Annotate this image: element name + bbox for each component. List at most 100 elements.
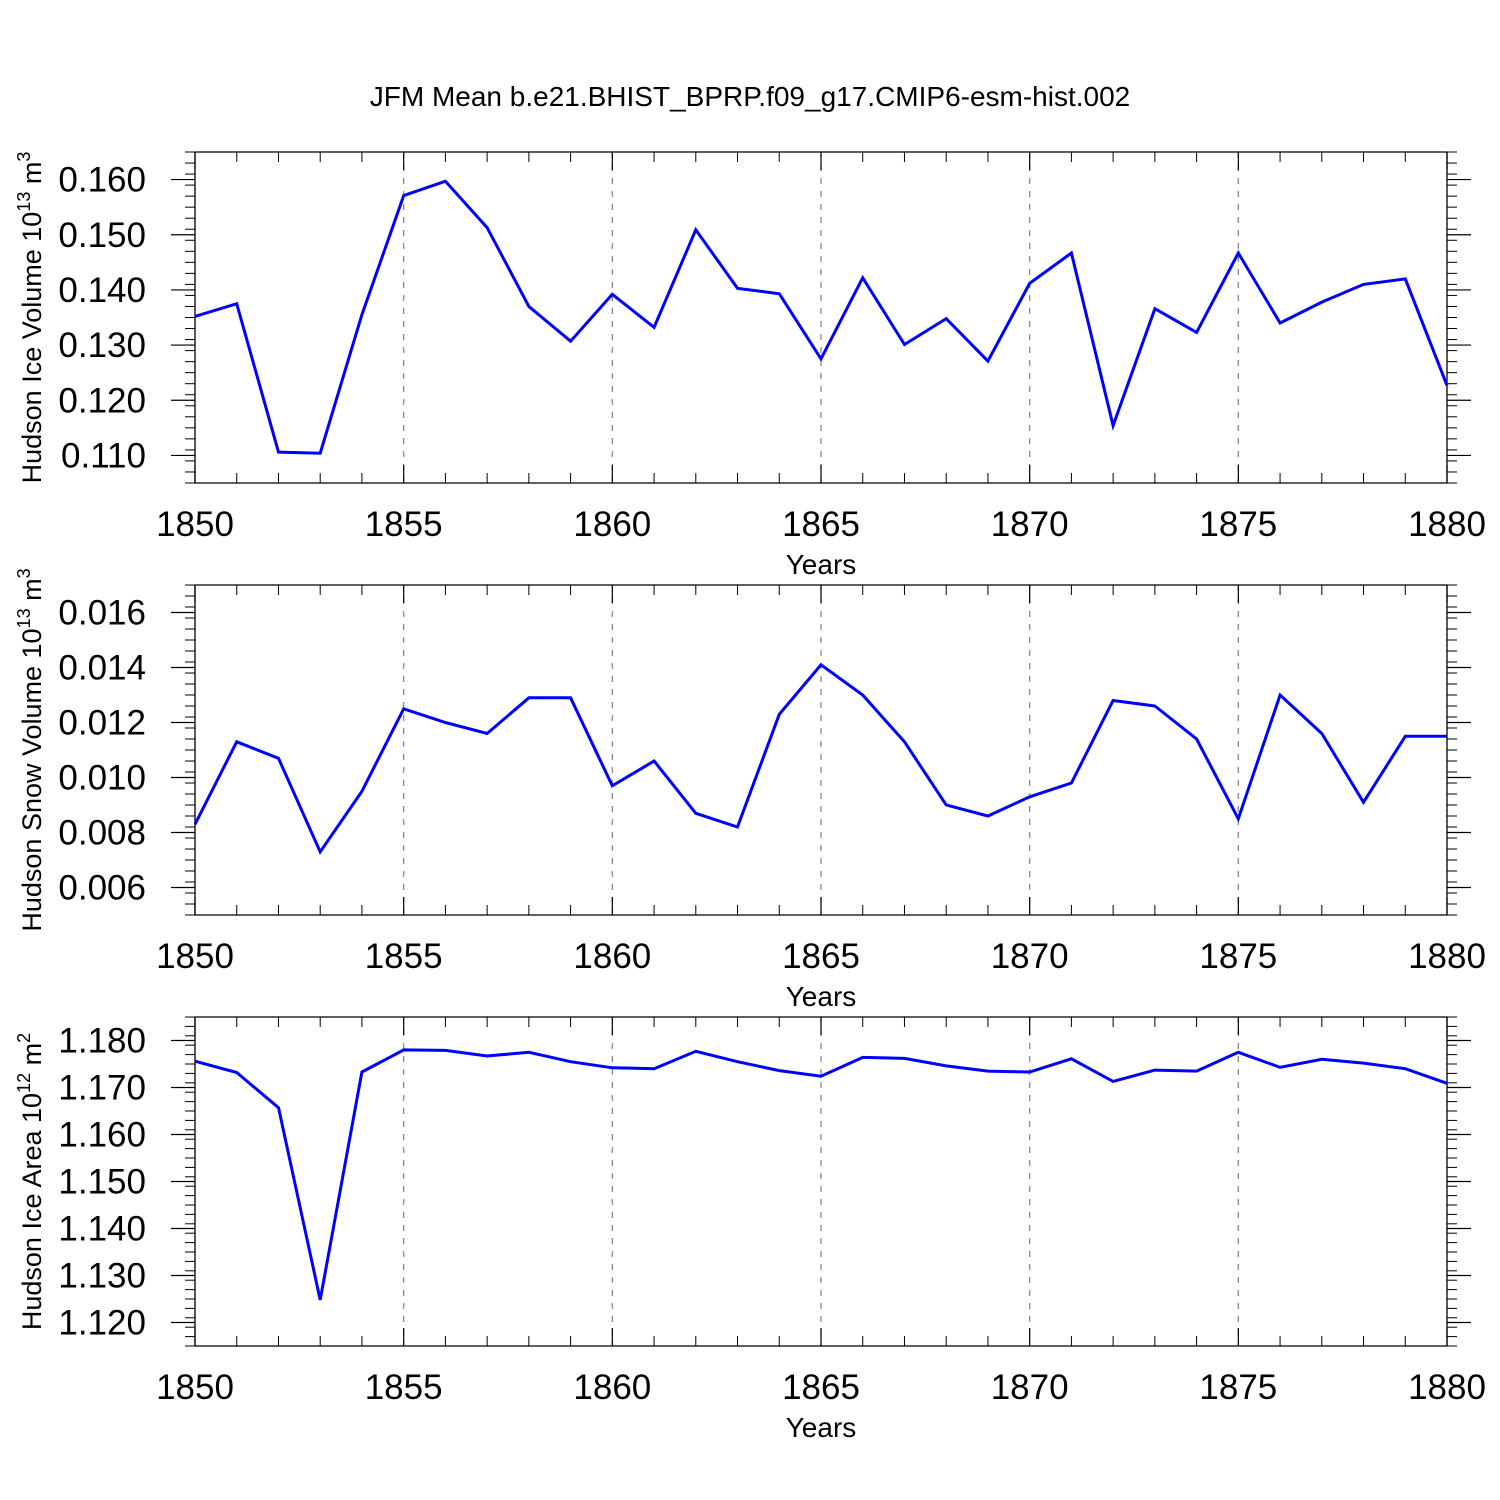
data-point [736, 825, 740, 829]
y-tick-label: 0.130 [58, 326, 146, 365]
x-tick-label: 1875 [1199, 1368, 1277, 1407]
x-tick-label: 1880 [1408, 505, 1486, 544]
y-tick-label: 1.180 [58, 1022, 146, 1061]
data-point [1195, 330, 1199, 334]
data-point [1403, 1067, 1407, 1071]
data-point [652, 325, 656, 329]
data-point [1320, 1057, 1324, 1061]
data-point [276, 1106, 280, 1110]
data-point [610, 1066, 614, 1070]
x-tick-label: 1860 [573, 937, 651, 976]
data-point [694, 811, 698, 815]
x-tick-label: 1880 [1408, 1368, 1486, 1407]
data-point [1153, 1068, 1157, 1072]
data-point [1278, 693, 1282, 697]
data-point [819, 1074, 823, 1078]
data-point [276, 450, 280, 454]
x-tick-label: 1880 [1408, 937, 1486, 976]
data-point [986, 359, 990, 363]
chart-panels: 1850 1855 1860 1865 1870 1875 1880 0.110 0.120 0.… [14, 151, 1486, 1443]
data-point [1320, 732, 1324, 736]
y-axis-label: Hudson Ice Area 1012 m2 [14, 1033, 47, 1330]
data-point [1278, 321, 1282, 325]
data-point [485, 226, 489, 230]
chart-panel-2: 1850 1855 1860 1865 1870 1875 1880 0.006 0.008 0.… [14, 568, 1486, 1012]
y-tick-label: 0.120 [58, 381, 146, 420]
y-tick-label: 0.010 [58, 759, 146, 798]
data-point [276, 756, 280, 760]
data-point [1362, 1061, 1366, 1065]
x-tick-label: 1850 [156, 937, 234, 976]
data-point [1320, 300, 1324, 304]
data-point [1111, 424, 1115, 428]
data-point [694, 1049, 698, 1053]
data-point [569, 339, 573, 343]
data-point [443, 1048, 447, 1052]
data-point [569, 696, 573, 700]
data-point [318, 451, 322, 455]
series-line [193, 662, 1447, 855]
y-tick-label: 0.006 [58, 869, 146, 908]
x-axis-label: Years [786, 549, 857, 580]
data-point [652, 759, 656, 763]
y-tick-label: 0.008 [58, 814, 146, 853]
data-point [527, 304, 531, 308]
y-tick-label: 0.012 [58, 704, 146, 743]
data-point [861, 276, 865, 280]
data-point [193, 822, 197, 826]
data-point [1445, 383, 1449, 387]
y-tick-label: 0.110 [61, 436, 146, 475]
x-tick-label: 1870 [991, 937, 1069, 976]
x-tick-label: 1875 [1199, 937, 1277, 976]
y-axis-label: Hudson Ice Volume 1013 m3 [14, 152, 47, 484]
x-tick-label: 1860 [573, 1368, 651, 1407]
x-tick-label: 1850 [156, 505, 234, 544]
data-point [193, 314, 197, 318]
data-point [360, 313, 364, 317]
data-point [360, 789, 364, 793]
data-point [861, 1055, 865, 1059]
data-point [736, 286, 740, 290]
data-point [235, 1070, 239, 1074]
data-point [652, 1067, 656, 1071]
data-point [443, 179, 447, 183]
data-point [443, 721, 447, 725]
series-line [194, 1048, 1448, 1301]
y-tick-label: 1.120 [58, 1304, 146, 1343]
data-point [1111, 1079, 1115, 1083]
y-tick-label: 0.140 [58, 271, 146, 310]
data-point [694, 228, 698, 232]
data-point [1362, 800, 1366, 804]
data-point [527, 696, 531, 700]
data-point [235, 740, 239, 744]
y-tick-label: 0.160 [58, 161, 146, 200]
data-point [1236, 817, 1240, 821]
y-tick-label: 0.014 [58, 649, 146, 688]
data-point [318, 850, 322, 854]
data-point [944, 1064, 948, 1068]
data-point [485, 732, 489, 736]
data-point [1153, 704, 1157, 708]
data-point [944, 317, 948, 321]
data-point [610, 784, 614, 788]
data-point [777, 292, 781, 296]
data-point [402, 707, 406, 711]
data-point [1028, 1070, 1032, 1074]
x-tick-label: 1855 [365, 937, 443, 976]
x-axis-label: Years [786, 1412, 857, 1443]
data-point [318, 1298, 322, 1302]
data-point [944, 803, 948, 807]
data-point [1236, 1050, 1240, 1054]
data-point [1069, 1057, 1073, 1061]
data-point [1111, 699, 1115, 703]
y-tick-label: 1.150 [58, 1163, 146, 1202]
data-point [902, 1056, 906, 1060]
data-point [986, 814, 990, 818]
data-point [1069, 781, 1073, 785]
data-point [1445, 1081, 1449, 1085]
chart-panel-3: 1850 1855 1860 1865 1870 1875 1880 1.120 1.130 1.… [14, 1016, 1486, 1443]
data-point [1445, 734, 1449, 738]
x-tick-label: 1850 [156, 1368, 234, 1407]
x-tick-label: 1870 [991, 505, 1069, 544]
